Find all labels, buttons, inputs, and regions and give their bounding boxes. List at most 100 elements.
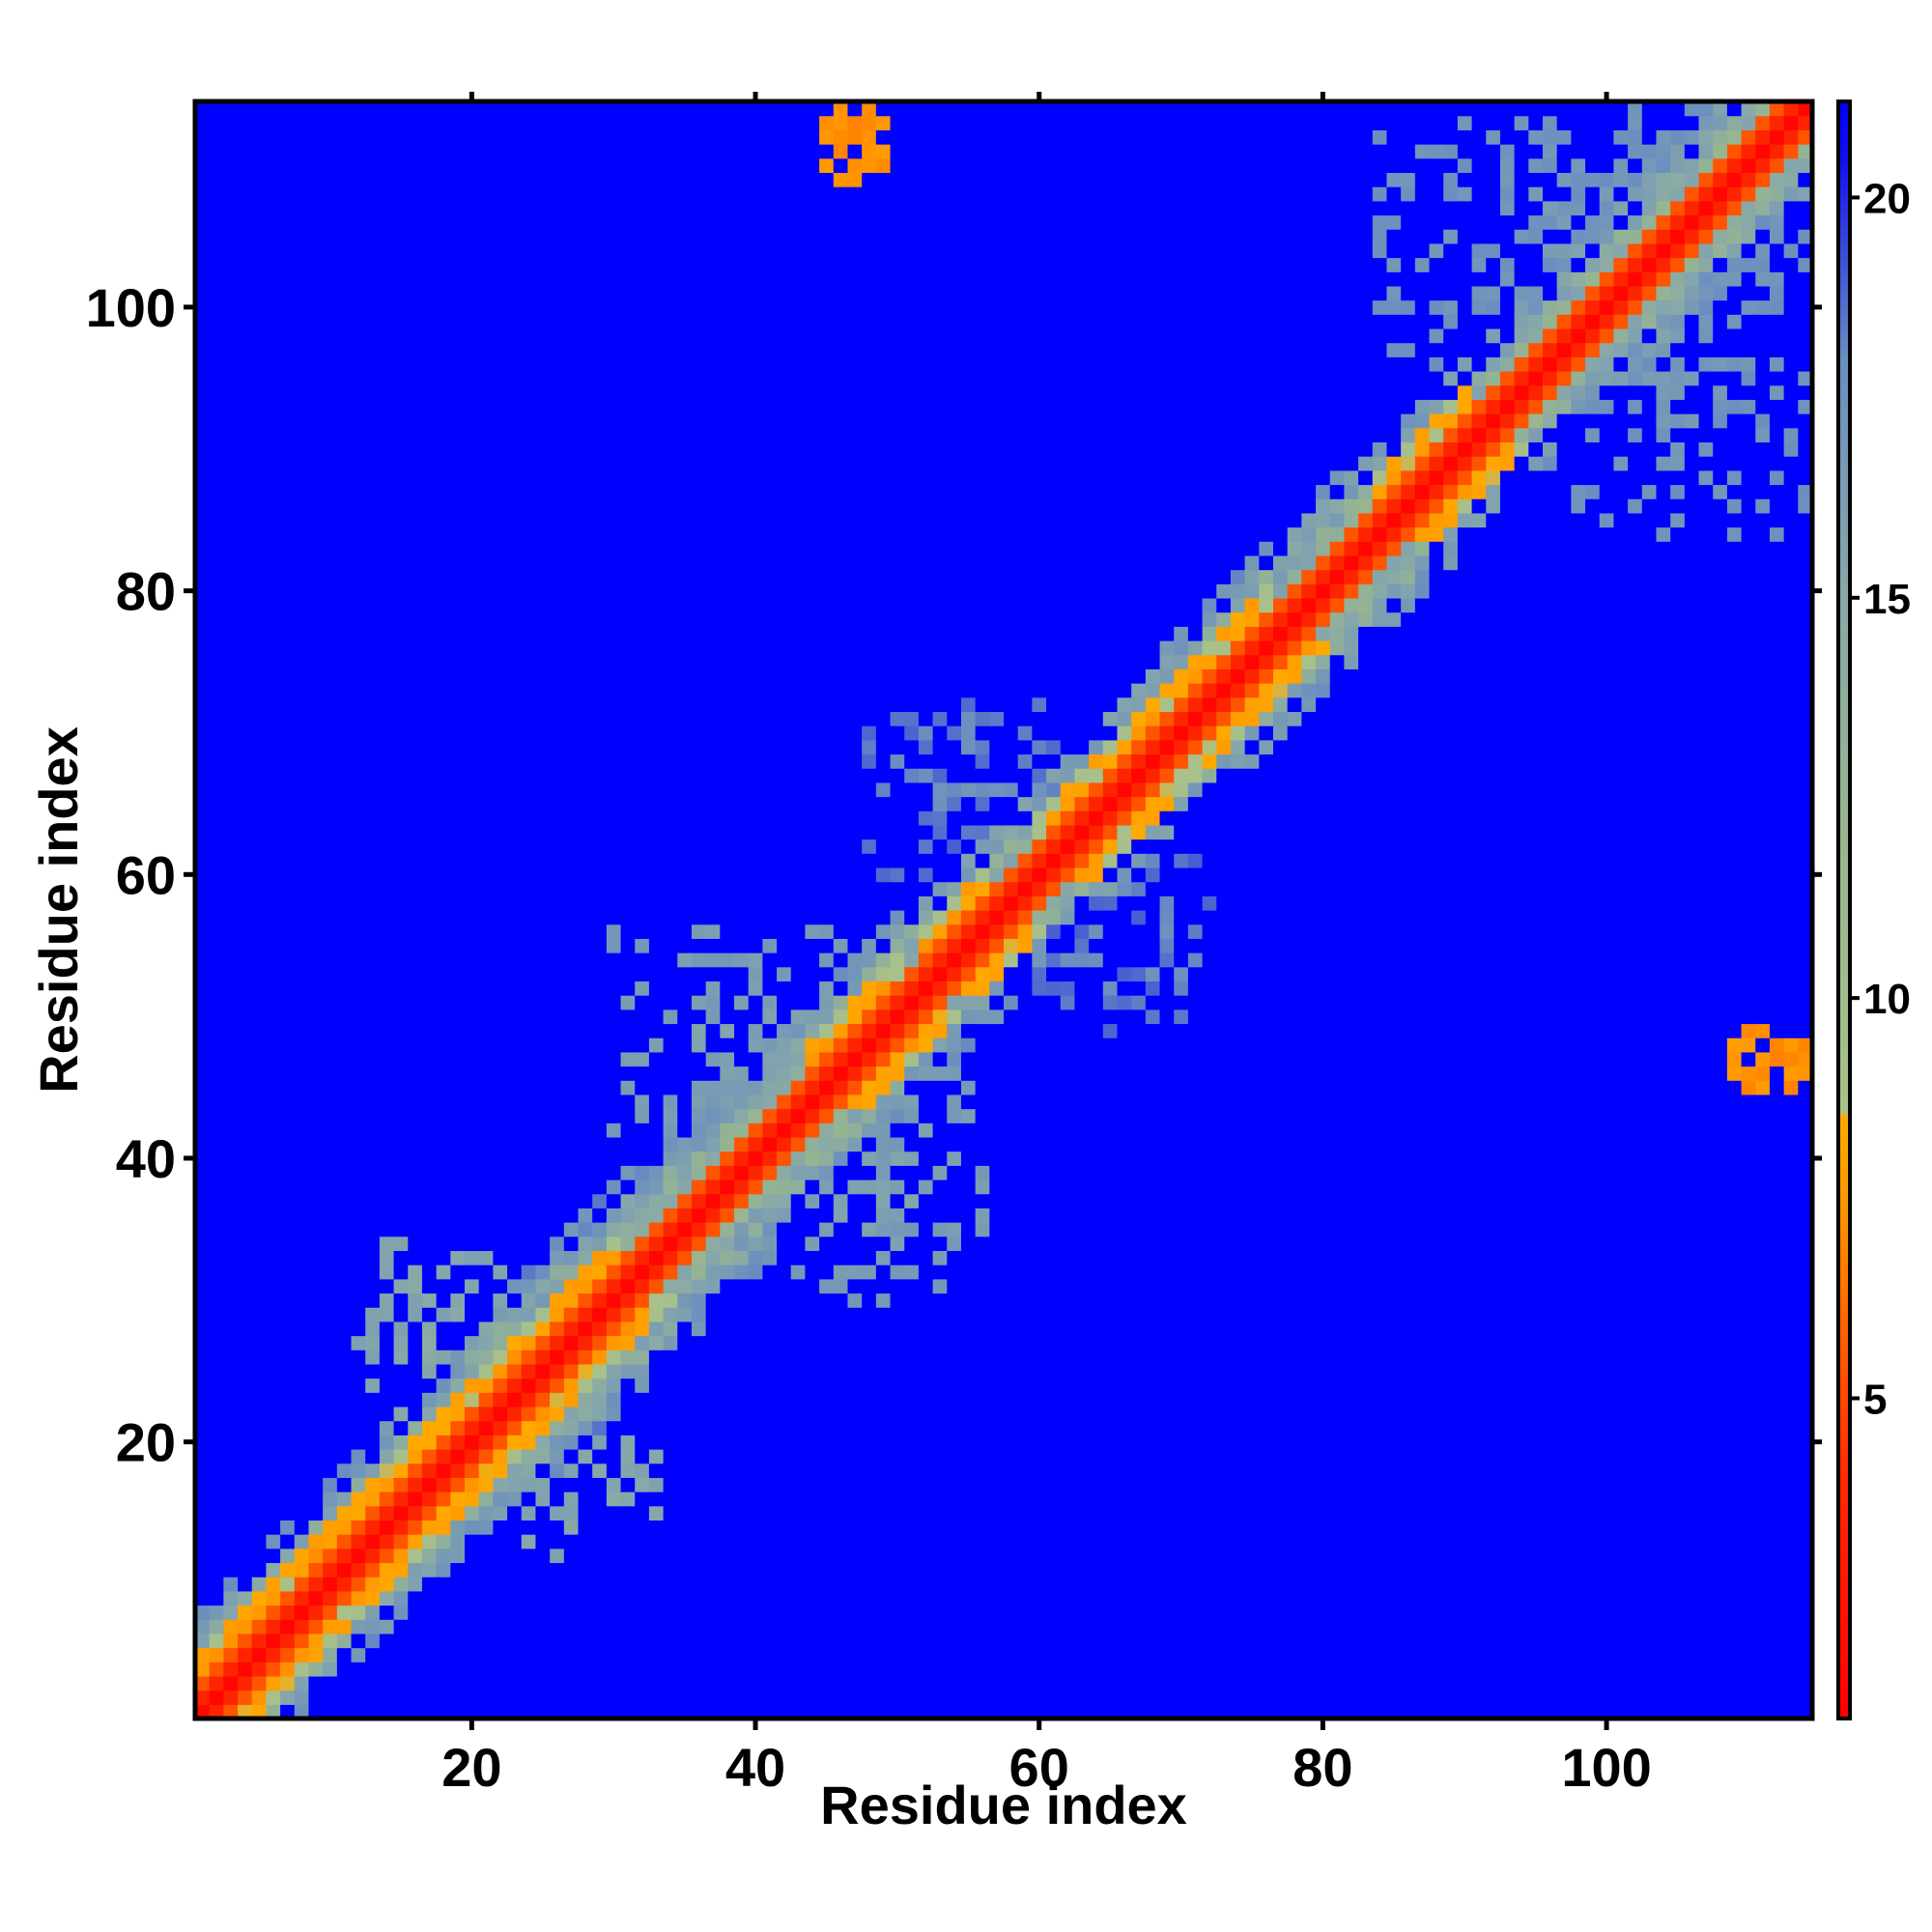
heatmap-cell	[521, 129, 537, 145]
heatmap-cell	[620, 626, 636, 641]
heatmap-cell	[238, 157, 253, 174]
heatmap-cell	[493, 611, 508, 627]
heatmap-cell	[563, 484, 580, 499]
heatmap-cell	[748, 1633, 763, 1649]
heatmap-cell	[790, 952, 807, 968]
heatmap-cell	[592, 1179, 608, 1195]
heatmap-cell	[351, 1662, 366, 1677]
heatmap-cell	[563, 1420, 580, 1435]
heatmap-cell	[351, 200, 366, 216]
heatmap-cell	[351, 172, 366, 187]
heatmap-cell	[734, 1278, 750, 1294]
heatmap-cell	[450, 1350, 466, 1365]
heatmap-cell	[379, 1505, 395, 1521]
heatmap-cell	[720, 456, 735, 471]
heatmap-cell	[421, 1662, 438, 1677]
heatmap-cell	[379, 923, 395, 939]
heatmap-cell	[790, 1051, 807, 1067]
heatmap-cell	[578, 214, 593, 230]
heatmap-cell	[550, 1406, 565, 1422]
heatmap-cell	[450, 768, 466, 783]
heatmap-cell	[323, 654, 338, 669]
heatmap-cell	[535, 554, 551, 571]
heatmap-cell	[790, 1449, 807, 1464]
heatmap-cell	[351, 569, 366, 584]
heatmap-cell	[280, 1590, 296, 1606]
heatmap-cell	[365, 1335, 381, 1350]
heatmap-cell	[663, 1534, 678, 1549]
heatmap-cell	[209, 214, 224, 230]
heatmap-cell	[535, 711, 551, 726]
heatmap-cell	[535, 1136, 551, 1152]
heatmap-cell	[592, 1392, 608, 1407]
heatmap-cell	[478, 1435, 494, 1450]
heatmap-cell	[535, 1350, 551, 1365]
heatmap-cell	[762, 1307, 778, 1322]
heatmap-cell	[507, 371, 523, 386]
heatmap-cell	[223, 1505, 239, 1521]
heatmap-cell	[478, 966, 494, 982]
heatmap-cell	[308, 484, 324, 499]
heatmap-cell	[663, 796, 678, 811]
heatmap-cell	[734, 583, 750, 599]
heatmap-cell	[195, 1293, 211, 1308]
heatmap-cell	[762, 271, 778, 287]
heatmap-cell	[535, 597, 551, 613]
heatmap-cell	[223, 512, 239, 528]
heatmap-cell	[209, 1590, 224, 1606]
heatmap-cell	[308, 1675, 324, 1691]
heatmap-cell	[393, 753, 409, 769]
heatmap-cell	[563, 1065, 580, 1081]
heatmap-cell	[677, 1406, 693, 1422]
heatmap-cell	[535, 384, 551, 400]
heatmap-cell	[720, 781, 735, 798]
heatmap-cell	[635, 129, 650, 145]
heatmap-cell	[790, 1406, 807, 1422]
heatmap-cell	[805, 469, 820, 486]
heatmap-cell	[478, 569, 494, 584]
heatmap-cell	[379, 1037, 395, 1053]
heatmap-cell	[421, 1051, 438, 1067]
heatmap-cell	[195, 314, 211, 329]
heatmap-cell	[790, 895, 807, 911]
heatmap-cell	[578, 1136, 593, 1152]
heatmap-cell	[308, 200, 324, 216]
heatmap-cell	[421, 1236, 438, 1252]
heatmap-cell	[280, 1406, 296, 1422]
heatmap-cell	[323, 995, 338, 1010]
heatmap-cell	[635, 1009, 650, 1025]
heatmap-cell	[493, 881, 508, 896]
heatmap-cell	[323, 129, 338, 145]
heatmap-cell	[677, 115, 693, 130]
heatmap-cell	[720, 115, 735, 130]
heatmap-cell	[436, 781, 451, 798]
heatmap-cell	[606, 739, 622, 755]
heatmap-cell	[493, 1009, 508, 1025]
heatmap-cell	[280, 824, 296, 840]
heatmap-cell	[308, 371, 324, 386]
heatmap-cell	[805, 1690, 820, 1705]
heatmap-cell	[408, 1562, 423, 1577]
heatmap-cell	[266, 597, 281, 613]
heatmap-cell	[379, 469, 395, 486]
heatmap-cell	[720, 327, 735, 344]
heatmap-cell	[790, 781, 807, 798]
heatmap-cell	[379, 526, 395, 542]
heatmap-cell	[465, 824, 480, 840]
heatmap-cell	[790, 966, 807, 982]
heatmap-cell	[195, 214, 211, 230]
heatmap-cell	[648, 952, 665, 968]
heatmap-cell	[493, 824, 508, 840]
heatmap-cell	[365, 299, 381, 315]
heatmap-cell	[493, 995, 508, 1010]
heatmap-cell	[323, 910, 338, 925]
heatmap-cell	[294, 1492, 310, 1507]
heatmap-cell	[421, 753, 438, 769]
heatmap-cell	[521, 1179, 537, 1195]
heatmap-cell	[251, 172, 268, 187]
heatmap-cell	[478, 626, 494, 641]
heatmap-cell	[478, 144, 494, 159]
heatmap-cell	[606, 1136, 622, 1152]
heatmap-cell	[805, 938, 820, 953]
heatmap-cell	[465, 413, 480, 429]
